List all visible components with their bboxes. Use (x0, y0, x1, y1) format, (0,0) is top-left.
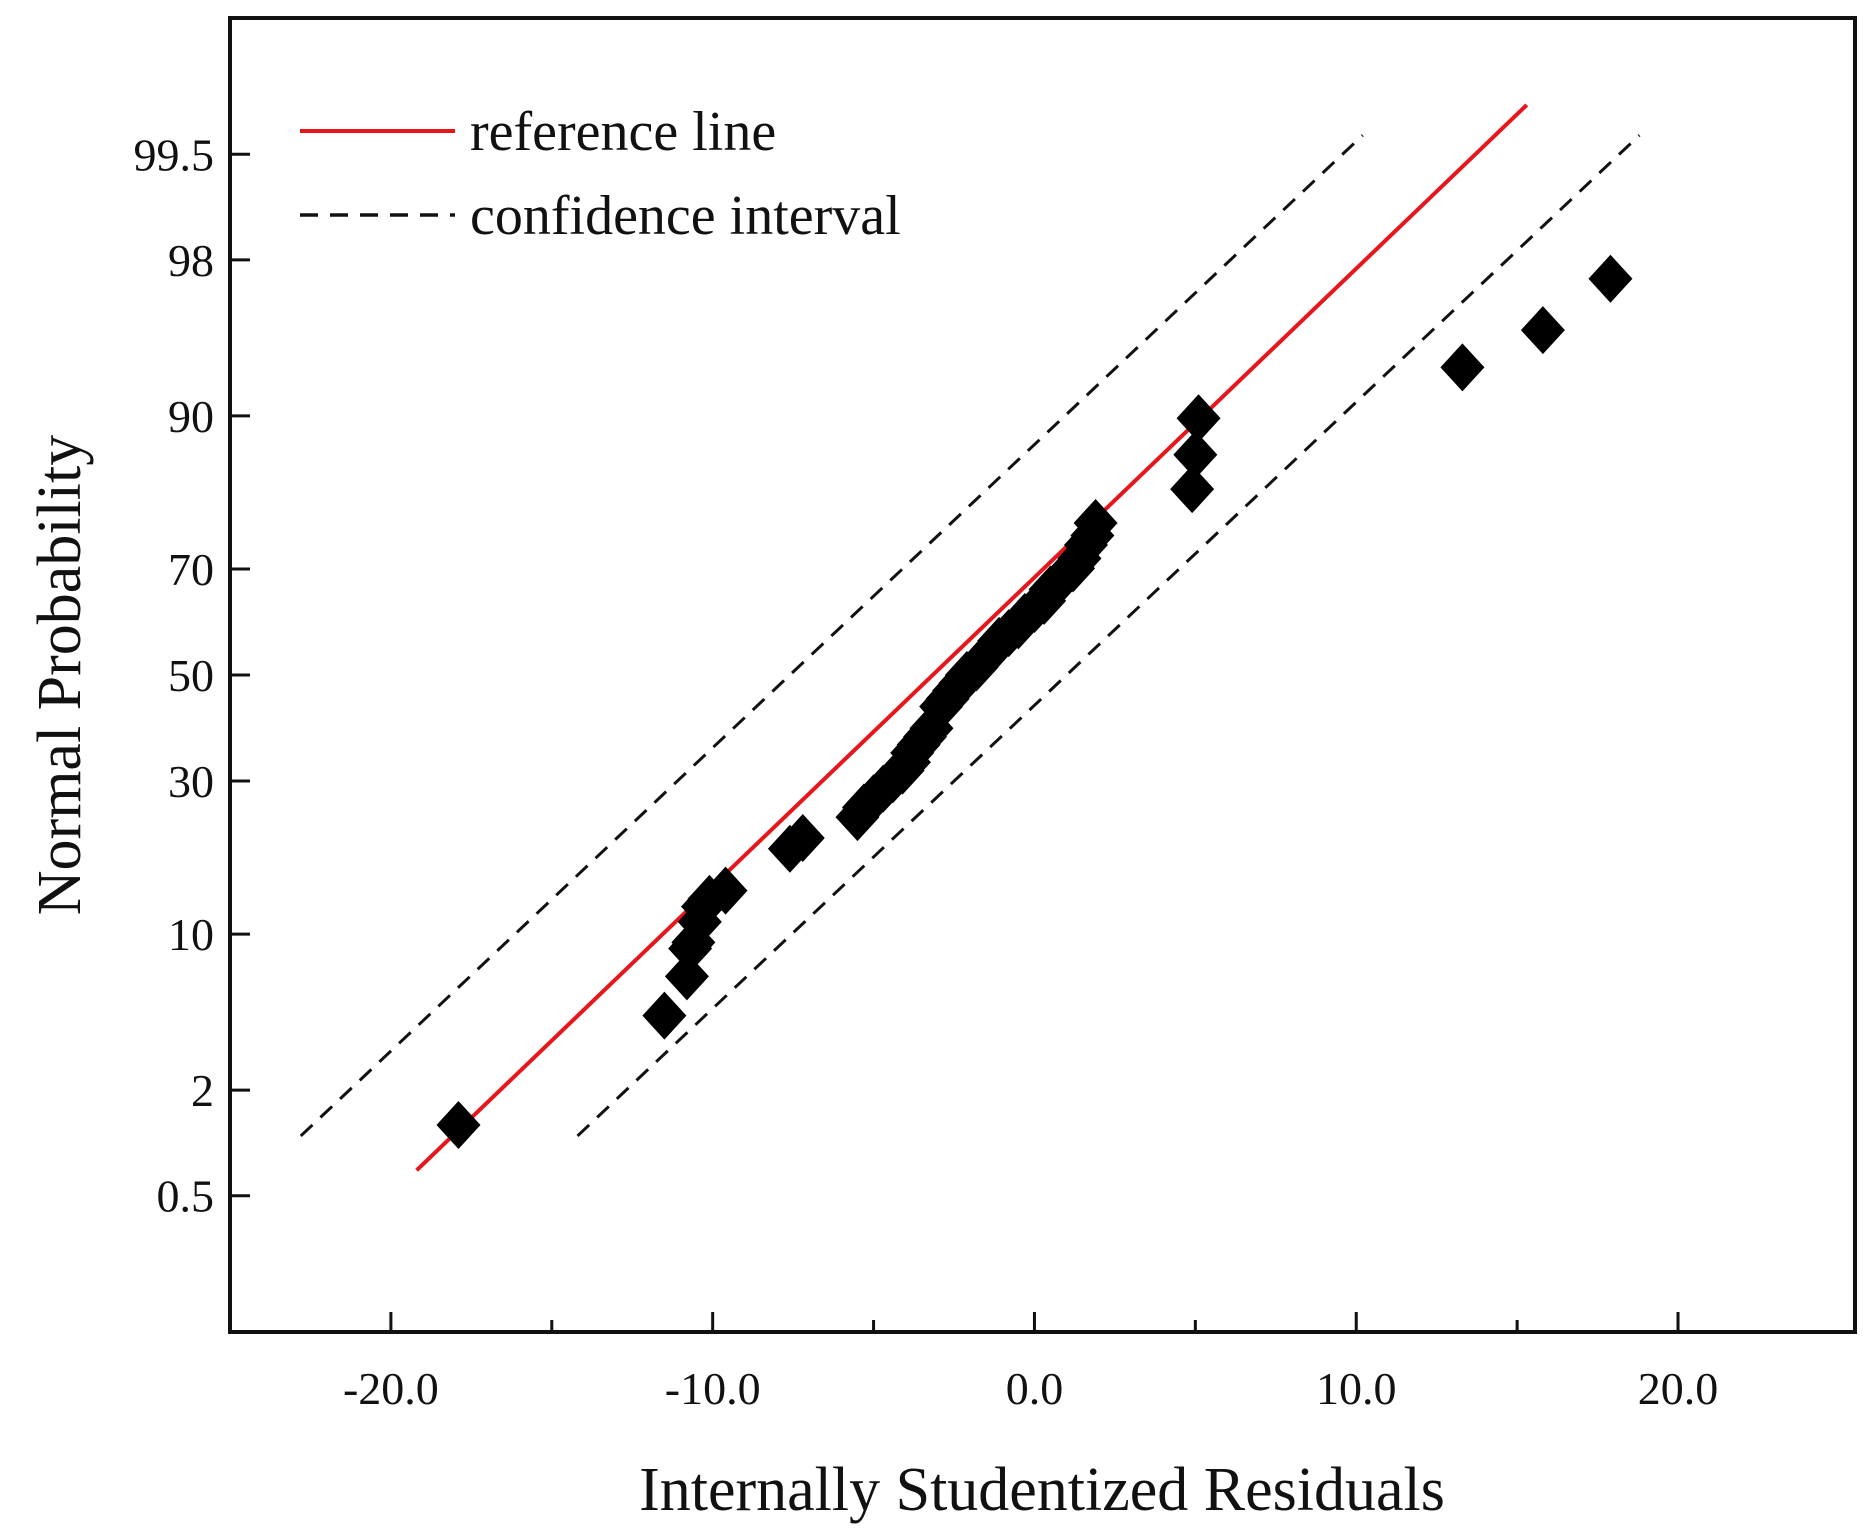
y-tick-label: 50 (168, 650, 214, 701)
x-tick-label: -10.0 (665, 1363, 761, 1414)
data-point (703, 866, 748, 915)
y-tick-label: 99.5 (134, 129, 215, 180)
x-tick-label: 20.0 (1638, 1363, 1719, 1414)
x-axis-title: Internally Studentized Residuals (639, 1456, 1445, 1524)
y-axis-ticks: 0.5 2 10 30 50 70 90 98 99.5 (134, 129, 250, 1222)
y-tick-label: 98 (168, 235, 214, 286)
data-point (1173, 430, 1218, 479)
data-point (1588, 254, 1633, 303)
legend-label-reference-line: reference line (470, 101, 776, 163)
reference-line (415, 103, 1529, 1172)
data-point (780, 814, 825, 863)
fit-lines (299, 103, 1641, 1172)
data-point (436, 1101, 481, 1150)
x-tick-label: 0.0 (1006, 1363, 1064, 1414)
y-tick-label: 70 (168, 544, 214, 595)
legend: reference line confidence interval (300, 101, 901, 247)
data-point (1073, 498, 1118, 547)
data-point (1170, 465, 1215, 514)
data-point (1520, 306, 1565, 355)
y-tick-label: 2 (191, 1065, 214, 1116)
confidence-interval-upper (299, 134, 1364, 1138)
data-point (1176, 394, 1221, 443)
x-axis-ticks: -20.0 -10.0 0.0 10.0 20.0 (343, 1312, 1718, 1414)
y-tick-label: 30 (168, 756, 214, 807)
legend-label-confidence-interval: confidence interval (470, 185, 901, 247)
y-tick-label: 90 (168, 391, 214, 442)
data-point (642, 991, 687, 1040)
data-point (1440, 343, 1485, 392)
data-point (664, 952, 709, 1001)
y-tick-label: 10 (168, 909, 214, 960)
data-points (436, 254, 1633, 1150)
confidence-interval-lower (576, 134, 1641, 1138)
x-tick-label: -20.0 (343, 1363, 439, 1414)
y-axis-title: Normal Probability (26, 435, 94, 915)
y-tick-label: 0.5 (157, 1171, 215, 1222)
x-tick-label: 10.0 (1316, 1363, 1397, 1414)
